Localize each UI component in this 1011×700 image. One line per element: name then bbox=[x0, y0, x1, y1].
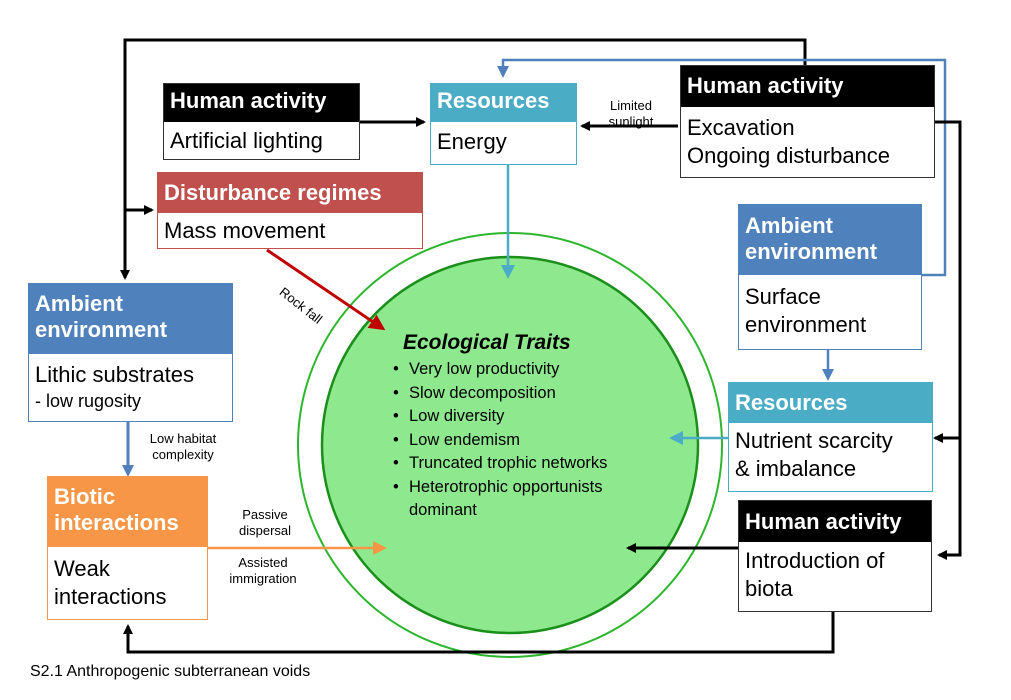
box-header: Human activity bbox=[739, 501, 931, 542]
box-body-line: Ongoing disturbance bbox=[687, 143, 891, 168]
outer-ring bbox=[297, 232, 723, 658]
human-activity-biota-box: Human activity Introduction of biota bbox=[738, 500, 932, 612]
human-activity-excavation-box: Human activity Excavation Ongoing distur… bbox=[680, 65, 935, 178]
label-passive-dispersal: Passive dispersal bbox=[225, 507, 305, 539]
box-header-line: environment bbox=[745, 239, 878, 264]
arrow-surface-to-energy bbox=[497, 58, 947, 277]
box-body-line: environment bbox=[745, 312, 867, 337]
label-line: Low habitat bbox=[149, 431, 217, 446]
label-line: Passive bbox=[242, 507, 288, 522]
label-line: Limited bbox=[610, 98, 652, 113]
box-header: Human activity bbox=[164, 84, 359, 122]
box-header: Biotic interactions bbox=[48, 477, 207, 547]
box-header-line: environment bbox=[35, 317, 168, 342]
box-header-line: Ambient bbox=[745, 213, 833, 238]
box-header-line: interactions bbox=[54, 510, 179, 535]
label-line: complexity bbox=[152, 447, 214, 462]
box-body: Artificial lighting bbox=[170, 128, 323, 153]
human-activity-lighting-box: Human activity Artificial lighting bbox=[163, 83, 360, 160]
box-body: Introduction of biota bbox=[739, 547, 931, 603]
label-line: immigration bbox=[229, 571, 297, 586]
trait-item: Heterotrophic opportunists dominant bbox=[383, 476, 629, 523]
label-line: sunlight bbox=[608, 114, 654, 129]
trait-item: Truncated trophic networks bbox=[383, 452, 609, 476]
box-body-line: interactions bbox=[54, 584, 167, 609]
resources-nutrient-box: Resources Nutrient scarcity & imbalance bbox=[728, 382, 933, 492]
box-body: Surface environment bbox=[739, 283, 921, 339]
box-header: Resources bbox=[431, 84, 576, 122]
box-header: Ambient environment bbox=[29, 284, 232, 354]
box-body: Lithic substrates - low rugosity bbox=[29, 361, 232, 413]
box-header: Resources bbox=[729, 383, 932, 423]
box-body-line: biota bbox=[745, 576, 793, 601]
resources-energy-box: Resources Energy bbox=[430, 83, 577, 165]
trait-item: Very low productivity bbox=[383, 358, 683, 382]
box-header: Ambient environment bbox=[739, 205, 921, 275]
box-body-line: - low rugosity bbox=[35, 391, 142, 411]
biotic-interactions-box: Biotic interactions Weak interactions bbox=[47, 476, 208, 620]
trait-item: Low diversity bbox=[383, 405, 683, 429]
arrow-excavation-to-lithic bbox=[120, 38, 807, 280]
label-line: dispersal bbox=[238, 523, 292, 538]
arrow-rock-fall bbox=[266, 248, 386, 331]
label-low-habitat-complexity: Low habitat complexity bbox=[138, 431, 228, 463]
ecological-traits-title: Ecological Traits bbox=[403, 331, 571, 354]
box-body: Mass movement bbox=[164, 218, 326, 243]
figure-caption: S2.1 Anthropogenic subterranean voids bbox=[30, 663, 311, 680]
box-body-line: Introduction of bbox=[745, 548, 885, 573]
box-body-line: Excavation bbox=[687, 115, 795, 140]
disturbance-regimes-box: Disturbance regimes Mass movement bbox=[157, 172, 423, 249]
box-body-line: Surface bbox=[745, 284, 821, 309]
arrow-excavation-to-biota bbox=[935, 120, 962, 560]
box-body-line: & imbalance bbox=[735, 456, 857, 481]
box-header: Disturbance regimes bbox=[158, 173, 422, 213]
box-body: Nutrient scarcity & imbalance bbox=[729, 427, 932, 483]
ecological-traits-text: Ecological Traits Very low productivity … bbox=[383, 330, 683, 523]
arrow-biota-to-biotic bbox=[123, 612, 835, 654]
box-header-line: Biotic bbox=[54, 484, 116, 509]
box-header: Human activity bbox=[681, 66, 934, 107]
ecological-traits-list: Very low productivity Slow decomposition… bbox=[383, 358, 683, 523]
box-body-line: Weak bbox=[54, 556, 110, 581]
label-limited-sunlight: Limited sunlight bbox=[596, 98, 666, 130]
box-header-line: Ambient bbox=[35, 291, 123, 316]
ambient-surface-box: Ambient environment Surface environment bbox=[738, 204, 922, 350]
trait-item: Slow decomposition bbox=[383, 382, 683, 406]
box-body-line: Nutrient scarcity bbox=[735, 428, 893, 453]
box-body: Excavation Ongoing disturbance bbox=[681, 114, 934, 170]
label-line: Assisted bbox=[238, 555, 288, 570]
box-body-line: Lithic substrates bbox=[35, 362, 194, 387]
label-assisted-immigration: Assisted immigration bbox=[213, 555, 313, 587]
box-body: Weak interactions bbox=[48, 555, 207, 611]
trait-item: Low endemism bbox=[383, 429, 683, 453]
box-body: Energy bbox=[437, 129, 507, 154]
ambient-lithic-box: Ambient environment Lithic substrates - … bbox=[28, 283, 233, 422]
